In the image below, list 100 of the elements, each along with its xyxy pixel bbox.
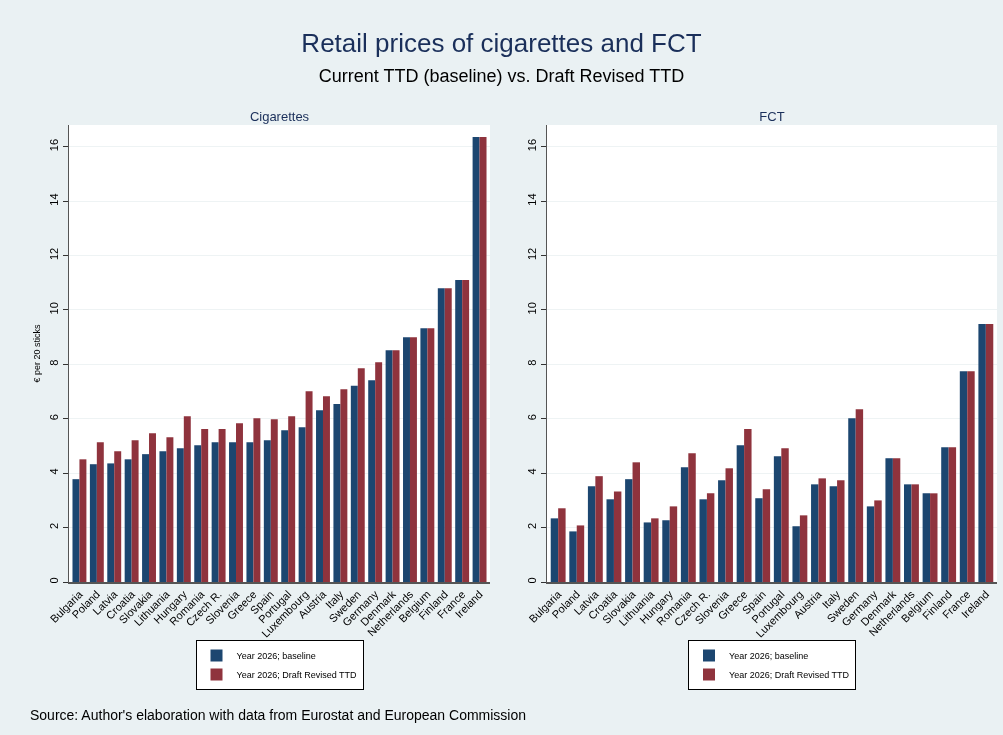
bar — [662, 520, 670, 582]
bar — [792, 526, 800, 582]
bar — [848, 418, 856, 582]
bar — [680, 467, 689, 582]
bar — [651, 518, 659, 582]
y-tick-label: 12 — [48, 247, 61, 261]
bar — [613, 491, 622, 582]
bar — [183, 416, 191, 582]
bar — [427, 328, 435, 582]
bar — [978, 324, 986, 582]
bar — [550, 518, 559, 582]
bar — [699, 499, 707, 582]
bar — [107, 463, 115, 582]
bar — [166, 437, 174, 582]
bar — [176, 448, 184, 582]
bar — [149, 433, 156, 582]
y-tick-label: 2 — [526, 522, 539, 530]
bar — [72, 479, 80, 582]
bar — [866, 506, 875, 582]
bar — [762, 489, 771, 582]
bar — [829, 486, 838, 582]
bar — [142, 454, 150, 582]
y-tick-label: 16 — [48, 138, 61, 152]
bar — [688, 453, 696, 582]
y-tick-label: 2 — [48, 522, 61, 530]
bar — [967, 371, 975, 582]
bar — [632, 462, 640, 582]
bar — [340, 389, 348, 582]
y-tick-label: 12 — [526, 247, 539, 261]
bar — [333, 404, 341, 582]
bar — [253, 418, 261, 582]
bar — [569, 531, 577, 582]
bar — [736, 445, 745, 582]
bar — [281, 430, 289, 582]
legend-label: Year 2026; Draft Revised TTD — [236, 670, 358, 681]
chart-title: Cigarettes — [249, 109, 310, 124]
legend-label: Year 2026; baseline — [236, 651, 316, 662]
bar — [96, 442, 104, 582]
bar — [201, 429, 209, 582]
bar — [124, 459, 132, 582]
bar — [922, 493, 931, 582]
bar — [744, 429, 752, 582]
bar — [911, 484, 919, 582]
y-axis-title: € per 20 sticks — [31, 323, 42, 383]
source-note: Source: Author's elaboration with data from Eurostat and European Commission — [30, 707, 527, 723]
bar — [818, 478, 826, 582]
bar — [218, 429, 226, 582]
bar — [288, 416, 296, 582]
y-tick-label: 0 — [526, 577, 539, 584]
y-tick-label: 10 — [526, 302, 539, 315]
bar — [725, 468, 733, 582]
bar — [270, 419, 278, 582]
bar — [811, 484, 819, 582]
bar — [904, 484, 912, 582]
y-tick-label: 14 — [48, 193, 61, 206]
bar — [229, 442, 237, 582]
bar — [718, 480, 726, 582]
bar — [305, 391, 313, 582]
bar — [89, 464, 97, 582]
y-tick-label: 0 — [48, 577, 61, 584]
bar — [462, 280, 470, 582]
bar — [773, 456, 782, 582]
legend-label: Year 2026; Draft Revised TTD — [729, 670, 850, 681]
y-tick-label: 16 — [526, 138, 539, 152]
bar — [357, 368, 365, 582]
bar — [444, 288, 452, 582]
y-tick-label: 8 — [526, 359, 539, 366]
text: Current TTD (baseline) vs. Draft Revised TTD — [317, 66, 686, 87]
bar — [159, 451, 167, 582]
y-tick-label: 4 — [48, 468, 61, 475]
bar — [625, 479, 633, 582]
bar — [755, 498, 763, 582]
bar — [941, 447, 949, 582]
y-tick-label: 14 — [526, 193, 539, 206]
y-tick-label: 8 — [48, 359, 61, 366]
bar — [643, 522, 652, 582]
bar — [392, 350, 400, 582]
y-tick-label: 4 — [526, 468, 539, 475]
bar — [409, 337, 417, 582]
bar — [479, 136, 487, 582]
bar — [455, 280, 463, 582]
bar — [892, 458, 901, 582]
bar — [79, 459, 87, 582]
bar — [595, 476, 603, 582]
bar — [375, 362, 383, 582]
bar — [236, 423, 243, 582]
bar — [606, 499, 614, 582]
bar — [576, 525, 585, 582]
bar — [263, 440, 271, 582]
bar — [837, 480, 845, 582]
bar — [420, 328, 428, 582]
bar — [437, 288, 445, 582]
bar — [587, 486, 596, 582]
bar — [781, 448, 789, 582]
bar — [959, 371, 968, 582]
bar — [930, 493, 938, 582]
bar — [706, 493, 715, 582]
legend-label: Year 2026; baseline — [729, 651, 809, 662]
bar — [350, 385, 358, 582]
bar — [855, 409, 864, 582]
